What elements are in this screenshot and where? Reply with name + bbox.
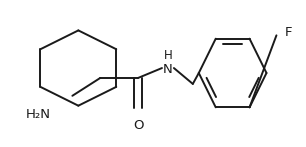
Text: F: F — [284, 26, 292, 39]
Text: O: O — [133, 119, 143, 132]
Text: N: N — [163, 62, 173, 76]
Text: H: H — [163, 49, 172, 62]
Text: H₂N: H₂N — [26, 108, 51, 121]
